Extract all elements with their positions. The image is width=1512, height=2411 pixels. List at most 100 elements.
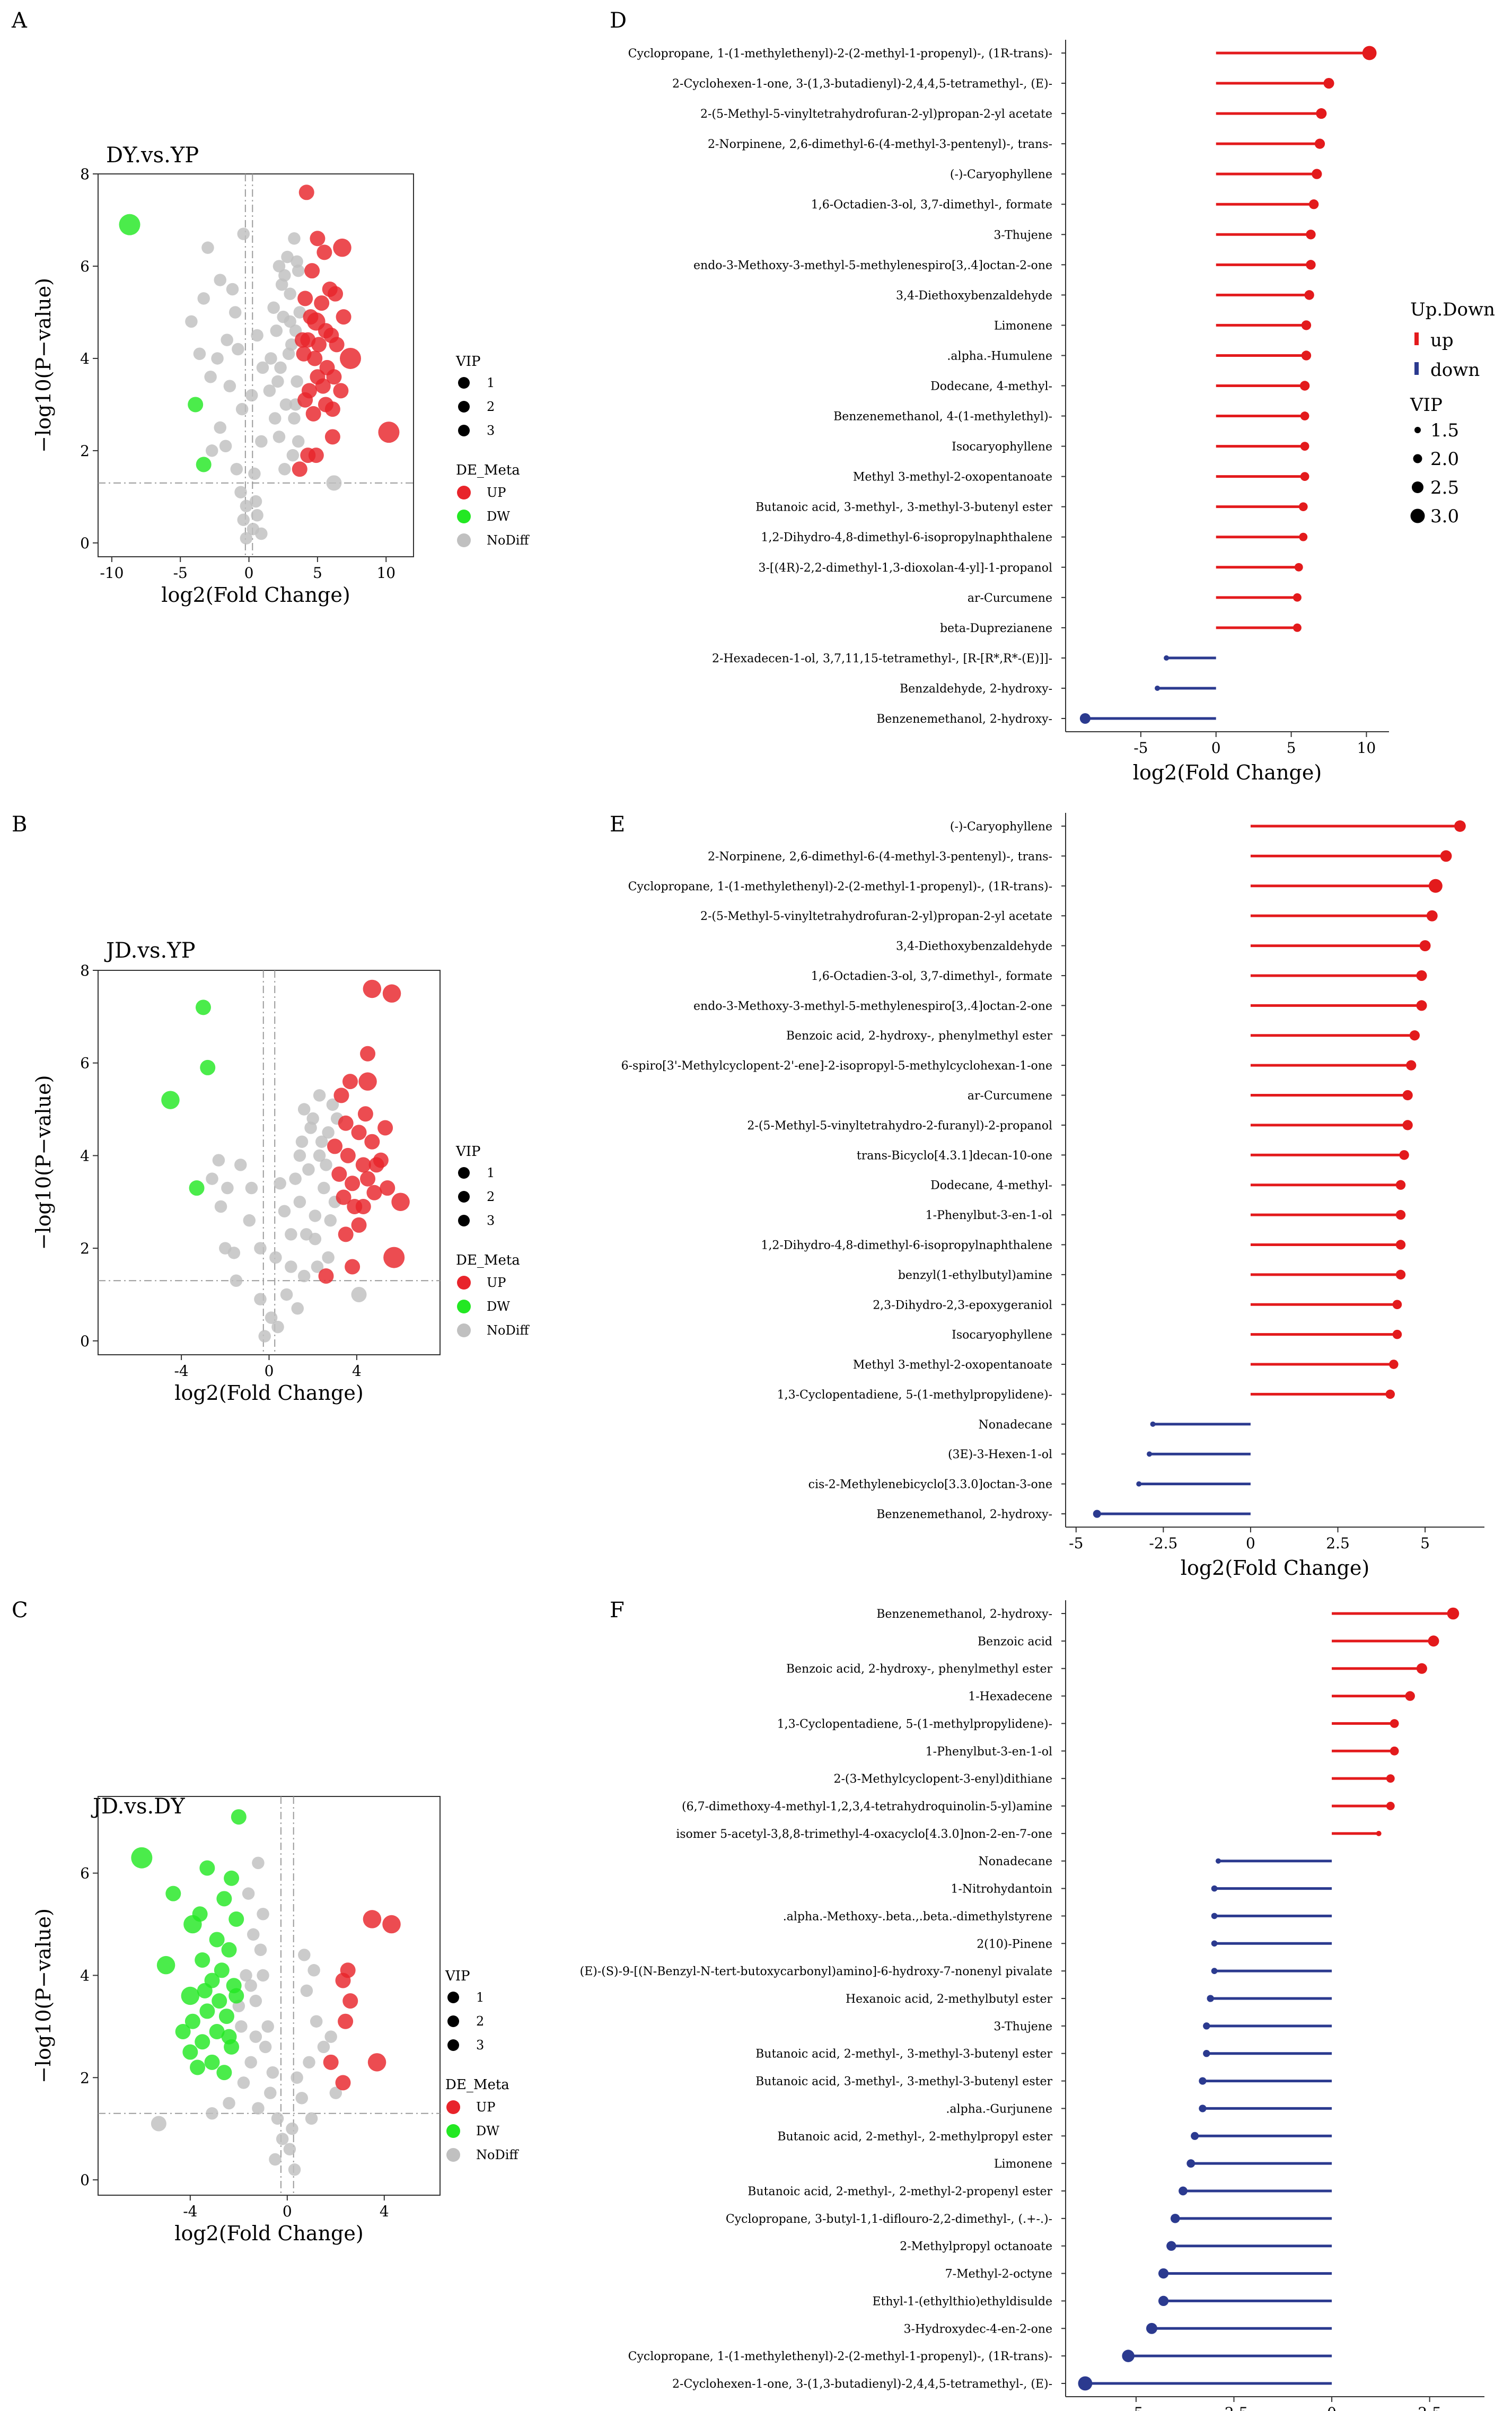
compound-label: 2-Cyclohexen-1-one, 3-(1,3-butadienyl)-2…	[672, 77, 1052, 91]
nodiff-point	[201, 241, 214, 254]
compound-label: 7-Methyl-2-octyne	[945, 2268, 1052, 2281]
legend-de-dot	[457, 486, 471, 499]
up-point	[382, 984, 401, 1003]
compound-label: 2-(5-Methyl-5-vinyltetrahydrofuran-2-yl)…	[700, 108, 1052, 121]
legend-de-dot	[446, 2124, 460, 2138]
nodiff-point	[255, 527, 268, 540]
compound-label: Methyl 3-methyl-2-oxopentanoate	[853, 471, 1052, 484]
up-point	[335, 1972, 351, 1988]
nodiff-point	[265, 352, 277, 365]
legend-de-label: UP	[487, 1275, 506, 1290]
nodiff-point	[265, 1311, 278, 1324]
up-dot	[1402, 1090, 1413, 1101]
down-point	[212, 1993, 227, 2009]
down-point	[188, 397, 204, 413]
compound-label: Cyclopropane, 3-butyl-1,1-diflouro-2,2-d…	[726, 2213, 1052, 2226]
legend-vip-label: 2	[487, 399, 495, 414]
up-point	[355, 1157, 371, 1173]
y-axis-title: −log10(P−value)	[32, 278, 55, 453]
x-tick-label: 4	[352, 1362, 362, 1380]
x-tick-label: 0	[1211, 739, 1221, 757]
down-point	[196, 457, 212, 472]
legend-de-dot	[457, 1300, 471, 1313]
up-dot	[1293, 593, 1302, 602]
nodiff-point	[214, 274, 226, 286]
x-tick-label: 0	[283, 2203, 292, 2220]
nodiff-point	[240, 532, 253, 545]
up-dot	[1300, 411, 1309, 420]
nodiff-point	[271, 375, 284, 388]
nodiff-point	[285, 1228, 297, 1241]
down-dot	[1166, 2241, 1176, 2251]
lollipop-panel-f: F Benzenemethanol, 2-hydroxy- Benzoic acid…	[580, 1598, 1484, 2411]
compound-label: Limonene	[994, 2158, 1052, 2171]
compound-label: Benzoic acid, 2-hydroxy-, phenylmethyl e…	[786, 1030, 1053, 1043]
nodiff-point	[278, 269, 291, 282]
nodiff-point	[326, 1098, 339, 1111]
legend-vip-dot	[458, 377, 470, 389]
up-point	[345, 1259, 361, 1275]
compound-label: Cyclopropane, 1-(1-methylethenyl)-2-(2-m…	[628, 47, 1052, 60]
down-point	[156, 1956, 175, 1975]
compound-label: Cyclopropane, 1-(1-methylethenyl)-2-(2-m…	[628, 880, 1052, 893]
up-dot	[1426, 910, 1438, 922]
nodiff-point	[230, 1274, 243, 1287]
compound-label: Isocaryophyllene	[952, 441, 1052, 454]
up-point	[380, 1180, 395, 1196]
up-point	[318, 1268, 334, 1284]
legend-vip-dot	[447, 2039, 459, 2051]
up-point	[364, 1134, 380, 1150]
x-tick-label: 4	[380, 2203, 389, 2220]
up-point	[315, 378, 331, 394]
nodiff-point	[257, 1907, 269, 1921]
up-point	[338, 1115, 354, 1131]
legend-updown-label: down	[1430, 360, 1480, 381]
up-dot	[1419, 940, 1431, 952]
nodiff-point	[234, 486, 247, 498]
nodiff-point	[295, 2092, 309, 2105]
up-dot	[1306, 230, 1316, 240]
volcano-title: DY.vs.YP	[106, 143, 199, 168]
up-point	[367, 2053, 386, 2072]
nodiff-point	[204, 370, 217, 383]
y-tick-label: 2	[80, 442, 90, 460]
y-tick-label: 0	[80, 1332, 90, 1350]
up-dot	[1395, 1209, 1406, 1220]
up-point	[383, 1247, 405, 1268]
legend-vip-dot	[1413, 454, 1422, 463]
plot-frame	[98, 173, 414, 557]
compound-label: Butanoic acid, 3-methyl-, 3-methyl-3-but…	[755, 2075, 1052, 2089]
y-tick-label: 4	[80, 350, 90, 367]
legend-vip-dot	[458, 1191, 470, 1203]
compound-label: 1,3-Cyclopentadiene, 5-(1-methylpropylid…	[777, 1388, 1052, 1401]
nodiff-point	[261, 2020, 274, 2033]
nodiff-point	[297, 1103, 311, 1116]
down-point	[197, 1983, 213, 1998]
compound-label: Limonene	[994, 319, 1052, 332]
compound-label: ar-Curcumene	[968, 592, 1052, 605]
up-dot	[1402, 1120, 1413, 1130]
nodiff-point	[315, 1135, 328, 1148]
down-point	[224, 1870, 240, 1886]
up-point	[378, 422, 400, 443]
down-dot	[1146, 2322, 1157, 2334]
nodiff-point	[278, 462, 291, 476]
compound-label: 2-(5-Methyl-5-vinyltetrahydro-2-furanyl)…	[747, 1119, 1052, 1133]
compound-label: Dodecane, 4-methyl-	[930, 380, 1052, 393]
legend-vip-dot	[447, 2015, 459, 2027]
up-dot	[1399, 1150, 1409, 1160]
legend-de-title: DE_Meta	[456, 462, 520, 478]
nodiff-point	[235, 402, 249, 416]
nodiff-point	[286, 2122, 298, 2135]
up-dot	[1300, 472, 1309, 481]
down-dot	[1203, 2022, 1210, 2030]
compound-label: (-)-Caryophyllene	[950, 168, 1052, 181]
up-dot	[1416, 970, 1427, 981]
up-point	[329, 337, 345, 353]
volcano-title: JD.vs.YP	[104, 939, 196, 963]
legend-de-dot	[457, 1276, 471, 1290]
down-dot	[1207, 1995, 1214, 2002]
compound-label: Benzoic acid	[978, 1635, 1052, 1649]
legend-vip-dot	[458, 1167, 470, 1179]
panel-letter: B	[12, 812, 27, 837]
